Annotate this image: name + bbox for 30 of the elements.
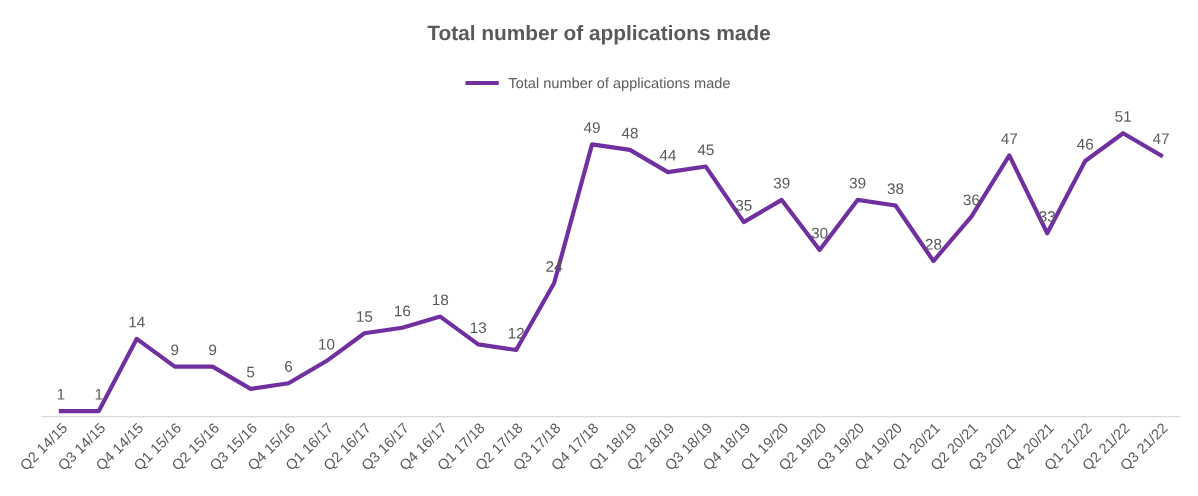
- legend-label: Total number of applications made: [508, 77, 730, 92]
- data-label: 36: [963, 194, 980, 206]
- data-label: 9: [171, 344, 179, 356]
- data-label: 5: [246, 366, 255, 378]
- data-label: 39: [773, 177, 790, 189]
- data-label: 15: [357, 311, 373, 322]
- data-label: 44: [659, 150, 676, 161]
- data-label: 12: [508, 327, 524, 339]
- data-label: 48: [621, 127, 638, 139]
- data-label: 16: [395, 305, 411, 317]
- data-label: 18: [432, 294, 449, 306]
- data-label: 9: [209, 344, 217, 356]
- data-label: 1: [57, 389, 65, 400]
- data-label: 46: [1077, 138, 1094, 150]
- data-label: 49: [583, 122, 600, 133]
- data-label: 45: [697, 144, 714, 156]
- data-label: 6: [285, 361, 293, 372]
- data-label: 14: [129, 316, 145, 328]
- data-label: 13: [470, 322, 487, 334]
- data-label: 10: [319, 338, 335, 350]
- data-label: 51: [1115, 111, 1131, 122]
- data-label: 39: [849, 177, 866, 189]
- data-label: 47: [1152, 133, 1169, 144]
- data-label: 1: [95, 389, 103, 400]
- chart-title: Total number of applications made: [427, 25, 771, 45]
- data-label: 35: [735, 199, 752, 211]
- data-label: 30: [811, 227, 828, 239]
- data-label: 28: [925, 238, 942, 250]
- data-label: 38: [887, 183, 904, 195]
- data-label: 47: [1001, 133, 1018, 144]
